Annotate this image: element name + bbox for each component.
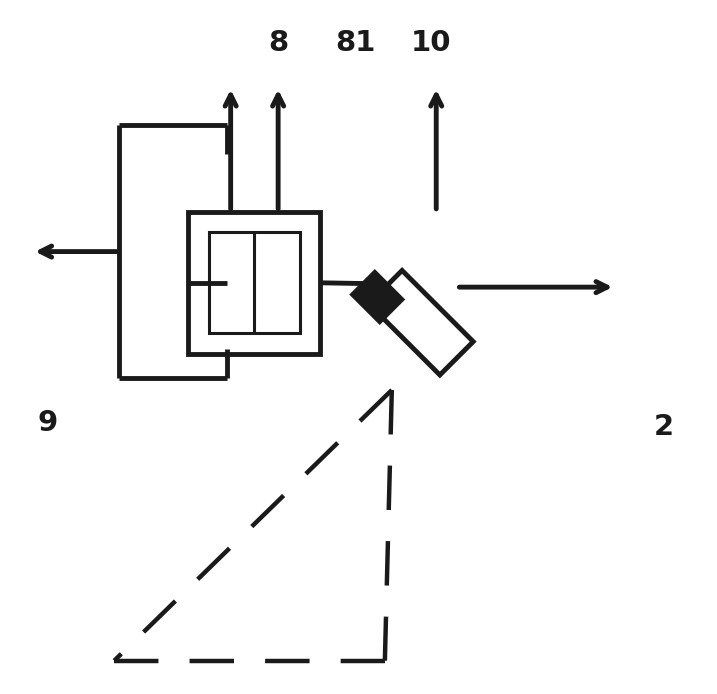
- Polygon shape: [353, 273, 402, 321]
- Bar: [209, 232, 300, 333]
- Text: 8: 8: [269, 29, 289, 57]
- Bar: [189, 212, 320, 354]
- Text: 81: 81: [335, 29, 375, 57]
- Text: 2: 2: [654, 413, 674, 441]
- Text: 9: 9: [37, 409, 57, 437]
- Text: 10: 10: [411, 29, 452, 57]
